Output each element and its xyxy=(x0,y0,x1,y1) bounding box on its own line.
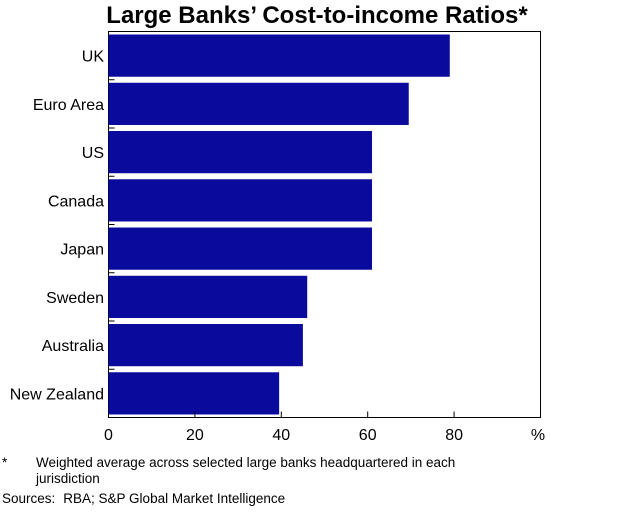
bar xyxy=(108,82,409,125)
bar xyxy=(108,179,373,222)
sources-label: Sources: xyxy=(2,491,56,506)
bar xyxy=(108,34,450,77)
bar xyxy=(108,324,303,367)
category-labels: UK Euro Area US Canada Japan Sweden Australia N… xyxy=(10,49,105,404)
category-label: Sweden xyxy=(46,290,104,307)
x-tick-label: 60 xyxy=(359,427,377,444)
footnote-marker: * xyxy=(2,455,8,470)
sources-text: RBA; S&P Global Market Intelligence xyxy=(63,491,286,506)
category-label: Japan xyxy=(60,242,104,259)
bars-layer xyxy=(108,34,450,415)
category-label: Canada xyxy=(48,193,104,210)
bar xyxy=(108,227,373,270)
footnote-text: Weighted average across selected large b… xyxy=(36,455,456,486)
x-tick-label: 0 xyxy=(104,427,113,444)
bar-chart: UK Euro Area US Canada Japan Sweden Australia N… xyxy=(10,31,545,444)
x-tick-label: 40 xyxy=(272,427,290,444)
category-label: US xyxy=(82,145,104,162)
category-label: UK xyxy=(82,49,105,66)
bar xyxy=(108,372,280,415)
axis-ticks: 0 20 40 60 80 xyxy=(104,79,463,444)
bar xyxy=(108,275,308,318)
x-unit-label: % xyxy=(531,427,545,444)
category-label: Euro Area xyxy=(33,97,104,114)
sources-line: Sources: RBA; S&P Global Market Intellige… xyxy=(2,491,285,506)
category-label: Australia xyxy=(42,338,104,355)
x-tick-label: 20 xyxy=(186,427,204,444)
chart-title: Large Banks’ Cost-to-income Ratios* xyxy=(106,2,528,29)
x-tick-label: 80 xyxy=(445,427,463,444)
bar xyxy=(108,131,373,174)
category-label: New Zealand xyxy=(10,386,104,403)
